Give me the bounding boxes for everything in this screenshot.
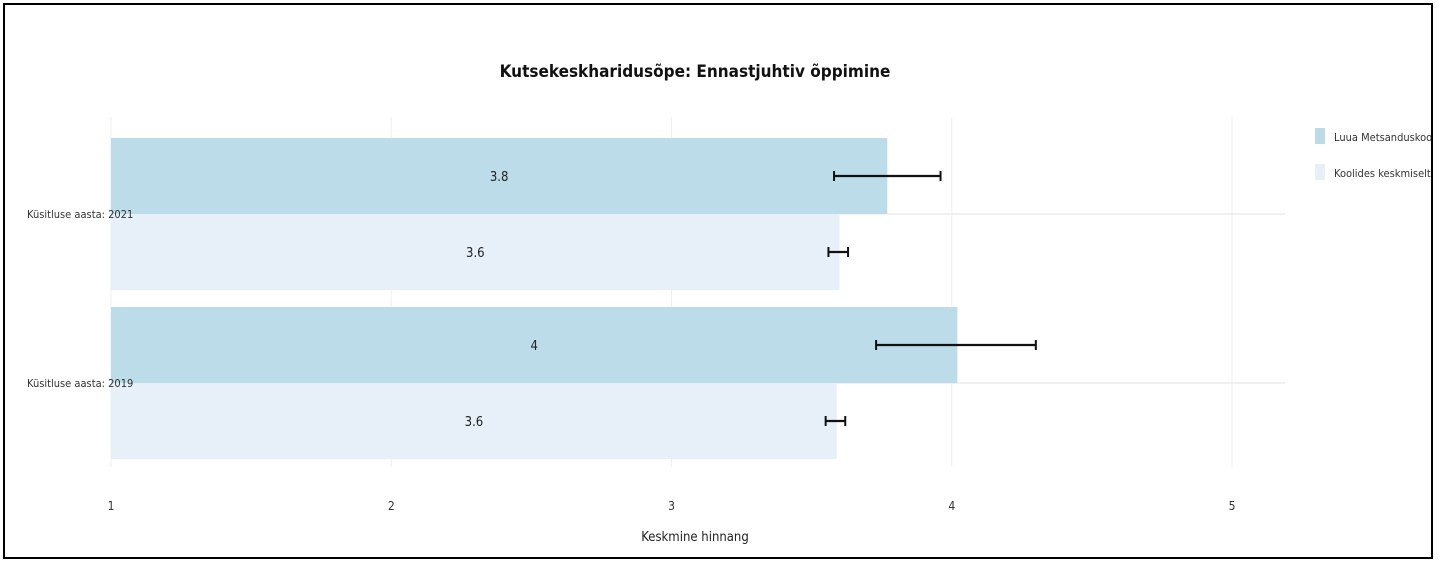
x-axis-title: Keskmine hinnang bbox=[641, 530, 749, 545]
y-category-label: Küsitluse aasta: 2021 bbox=[27, 208, 133, 221]
legend-label: Koolides keskmiselt bbox=[1334, 167, 1431, 180]
data-label: 3.6 bbox=[465, 415, 484, 430]
legend: Luua Metsanduskool Koolides keskmiselt bbox=[1315, 128, 1435, 180]
x-tick-label: 5 bbox=[1229, 499, 1236, 513]
data-label: 4 bbox=[530, 339, 537, 354]
error-bars bbox=[824, 171, 1037, 426]
legend-swatch bbox=[1315, 164, 1325, 180]
data-label: 3.6 bbox=[466, 246, 485, 261]
chart-frame: Kutsekeskharidusõpe: Ennastjuhtiv õppimi… bbox=[3, 3, 1435, 559]
chart-title: Kutsekeskharidusõpe: Ennastjuhtiv õppimi… bbox=[500, 62, 891, 82]
bar bbox=[111, 138, 888, 214]
data-label: 3.8 bbox=[490, 170, 509, 185]
y-category-label: Küsitluse aasta: 2019 bbox=[27, 377, 133, 390]
x-axis: 1 2 3 4 5 bbox=[108, 499, 1236, 513]
y-axis: Küsitluse aasta: 2021 Küsitluse aasta: 20… bbox=[27, 208, 133, 390]
legend-label: Luua Metsanduskool bbox=[1334, 131, 1431, 144]
data-labels: 3.8 4 3.6 3.6 bbox=[465, 170, 538, 430]
x-tick-label: 2 bbox=[388, 499, 395, 513]
bars bbox=[111, 138, 958, 459]
bar bbox=[111, 214, 840, 290]
bar bbox=[111, 383, 837, 459]
x-tick-label: 3 bbox=[668, 499, 675, 513]
x-tick-label: 4 bbox=[948, 499, 955, 513]
x-tick-label: 1 bbox=[108, 499, 115, 513]
bar bbox=[111, 307, 958, 383]
bar-chart: Kutsekeskharidusõpe: Ennastjuhtiv õppimi… bbox=[27, 62, 1435, 545]
legend-swatch bbox=[1315, 128, 1325, 144]
